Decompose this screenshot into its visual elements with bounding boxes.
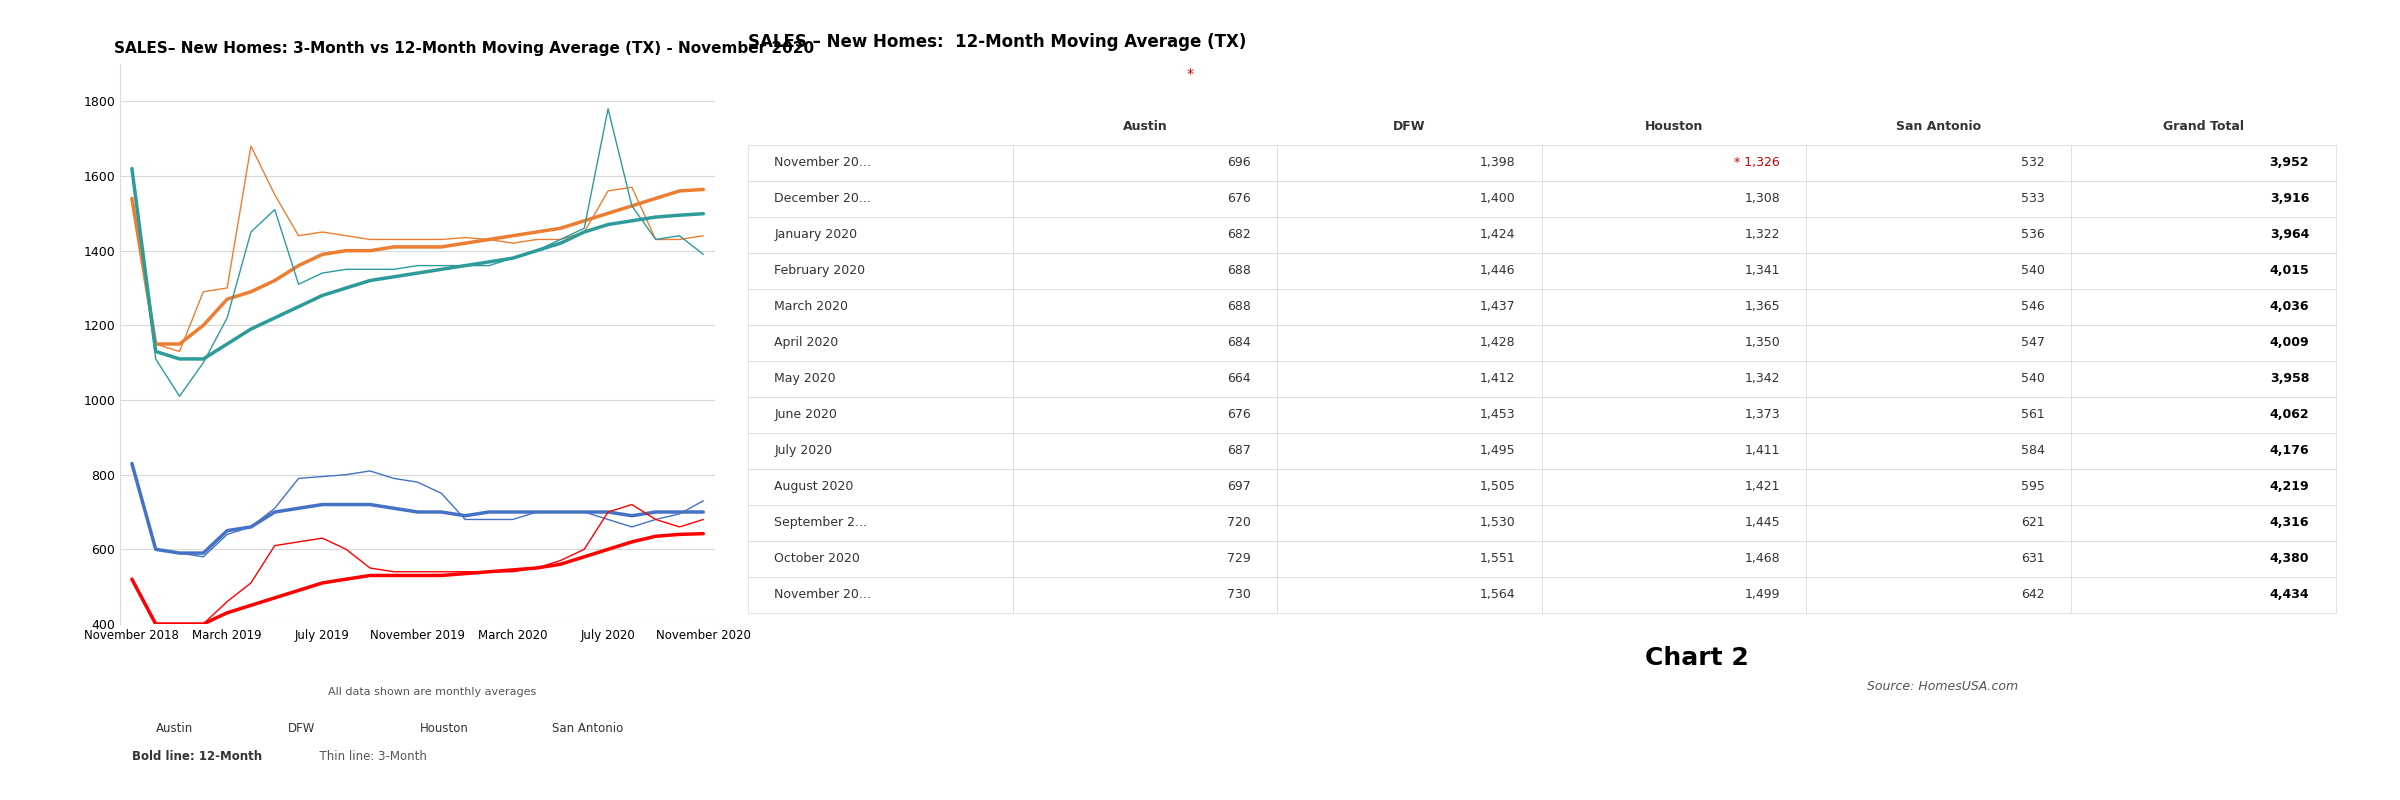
Text: Bold line: 12-Month: Bold line: 12-Month <box>132 750 262 762</box>
Text: SALES – New Homes:  12-Month Moving Average (TX): SALES – New Homes: 12-Month Moving Avera… <box>749 34 1246 51</box>
Text: Austin: Austin <box>156 722 194 734</box>
Text: Thin line: 3-Month: Thin line: 3-Month <box>312 750 427 762</box>
Text: Chart 2: Chart 2 <box>1646 646 1750 670</box>
Text: Houston: Houston <box>420 722 468 734</box>
Text: San Antonio: San Antonio <box>552 722 624 734</box>
Text: All data shown are monthly averages: All data shown are monthly averages <box>329 687 535 697</box>
Text: DFW: DFW <box>288 722 314 734</box>
Text: Source: HomesUSA.com: Source: HomesUSA.com <box>1867 680 2018 693</box>
Text: SALES– New Homes: 3-Month vs 12-Month Moving Average (TX) - November 2020: SALES– New Homes: 3-Month vs 12-Month Mo… <box>115 41 814 56</box>
Text: *: * <box>1186 67 1193 81</box>
